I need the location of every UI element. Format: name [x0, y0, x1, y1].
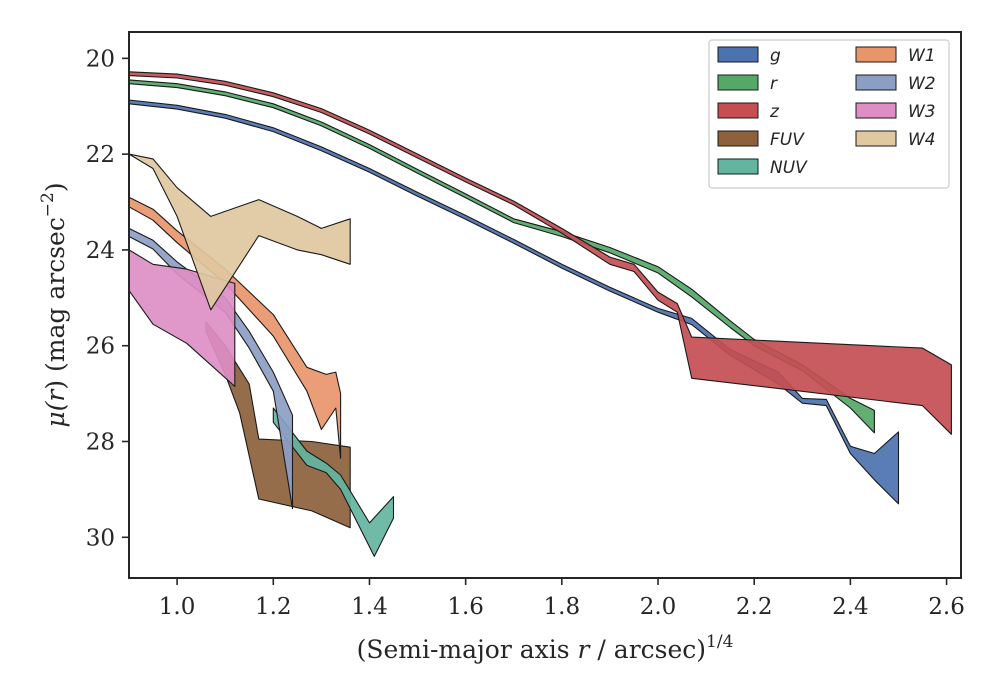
band-z	[129, 71, 952, 435]
legend-swatch-g	[717, 46, 759, 63]
x-tick-label: 1.4	[351, 594, 388, 620]
legend-swatch-w3	[855, 102, 897, 119]
legend-label-w2: W2	[908, 74, 936, 94]
legend-label-w4: W4	[908, 130, 936, 150]
x-tick-label: 2.2	[736, 594, 773, 620]
band-nuv	[272, 407, 395, 557]
x-tick-label: 1.8	[544, 594, 581, 620]
x-tick-label: 1.6	[447, 594, 484, 620]
x-tick-label: 2.0	[640, 594, 677, 620]
legend-swatch-r	[717, 74, 759, 91]
surface-brightness-bands	[129, 71, 952, 557]
y-tick-label: 28	[86, 430, 115, 456]
x-tick-label: 2.4	[832, 594, 869, 620]
x-tick-label: 1.2	[255, 594, 292, 620]
band-w4	[129, 153, 351, 311]
legend-swatch-w2	[855, 74, 897, 91]
legend-label-g: g	[770, 46, 781, 66]
plot-frame	[128, 31, 962, 579]
y-tick-label: 20	[86, 46, 115, 72]
legend-label-z: z	[769, 102, 780, 122]
legend-swatch-w1	[855, 46, 897, 63]
x-tick-label: 1.0	[159, 594, 196, 620]
x-axis-label: (Semi-major axis r / arcsec)1/4	[357, 632, 734, 664]
axes: 1.0 1.2 1.4 1.6 1.8 2.0 2.2 2.4 2.6 20 22 24 26 28 30	[86, 46, 965, 620]
legend-label-nuv: NUV	[770, 158, 808, 178]
legend-swatch-z	[717, 102, 759, 119]
legend-swatch-w4	[855, 130, 897, 147]
legend-label-fuv: FUV	[770, 130, 805, 150]
legend-label-w3: W3	[908, 102, 936, 122]
band-g	[129, 99, 900, 505]
legend-label-w1: W1	[908, 46, 936, 66]
x-tick-label: 2.6	[928, 594, 965, 620]
y-tick-label: 24	[86, 238, 115, 264]
band-r	[129, 79, 875, 434]
legend-swatch-nuv	[717, 158, 759, 175]
y-tick-label: 30	[86, 525, 115, 551]
y-axis-label: μ(r) (mag arcsec−2)	[38, 182, 70, 427]
legend-label-r: r	[770, 74, 778, 94]
y-tick-label: 22	[86, 142, 115, 168]
legend: grz FUV NUV W1 W2 W3 W4	[708, 39, 950, 189]
legend-swatch-fuv	[717, 130, 759, 147]
y-tick-label: 26	[86, 334, 115, 360]
